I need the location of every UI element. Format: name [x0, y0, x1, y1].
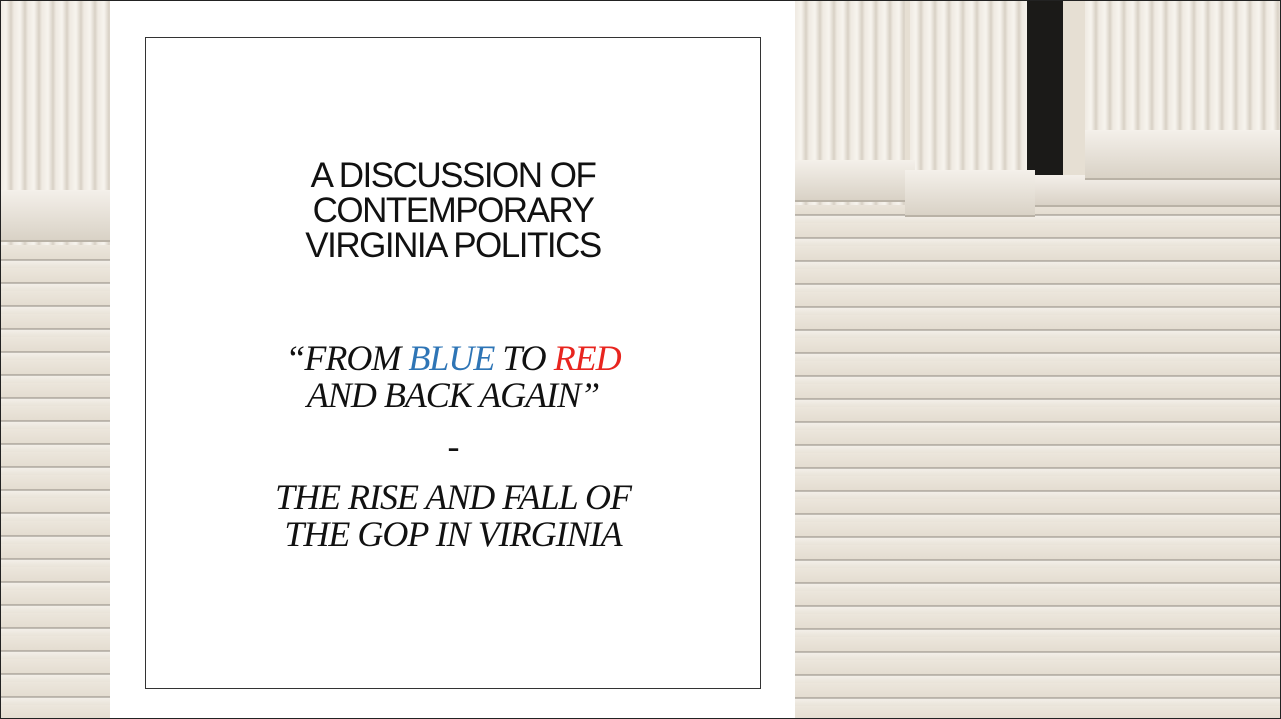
- title-line: CONTEMPORARY: [312, 191, 595, 230]
- column-base: [905, 170, 1035, 217]
- title-line: A DISCUSSION OF: [310, 156, 597, 195]
- plinth: [1035, 175, 1281, 207]
- column-base: [1085, 130, 1281, 180]
- text: TO: [494, 338, 554, 378]
- steps: [795, 200, 1281, 719]
- doorway: [1027, 0, 1063, 180]
- subtitle-line: “FROM BLUE TO RED: [146, 340, 760, 377]
- blue-text: BLUE: [408, 338, 495, 378]
- title-box: A DISCUSSION OF CONTEMPORARY VIRGINIA PO…: [145, 37, 761, 689]
- steps: [0, 245, 110, 719]
- subtitle-line: THE RISE AND FALL OF: [274, 477, 632, 517]
- text-panel: [110, 0, 795, 719]
- left-photo: [0, 0, 110, 719]
- column-base: [0, 190, 110, 242]
- right-photo: [795, 0, 1281, 719]
- title: A DISCUSSION OF CONTEMPORARY VIRGINIA PO…: [146, 158, 760, 263]
- subtitle: “FROM BLUE TO RED AND BACK AGAIN” - THE …: [146, 340, 760, 553]
- red-text: RED: [553, 338, 622, 378]
- separator: -: [447, 426, 460, 466]
- subtitle-line: THE GOP IN VIRGINIA: [284, 514, 622, 554]
- title-line: VIRGINIA POLITICS: [305, 226, 602, 265]
- column-base: [795, 160, 915, 202]
- text: “FROM: [285, 338, 409, 378]
- subtitle-line: AND BACK AGAIN”: [306, 375, 600, 415]
